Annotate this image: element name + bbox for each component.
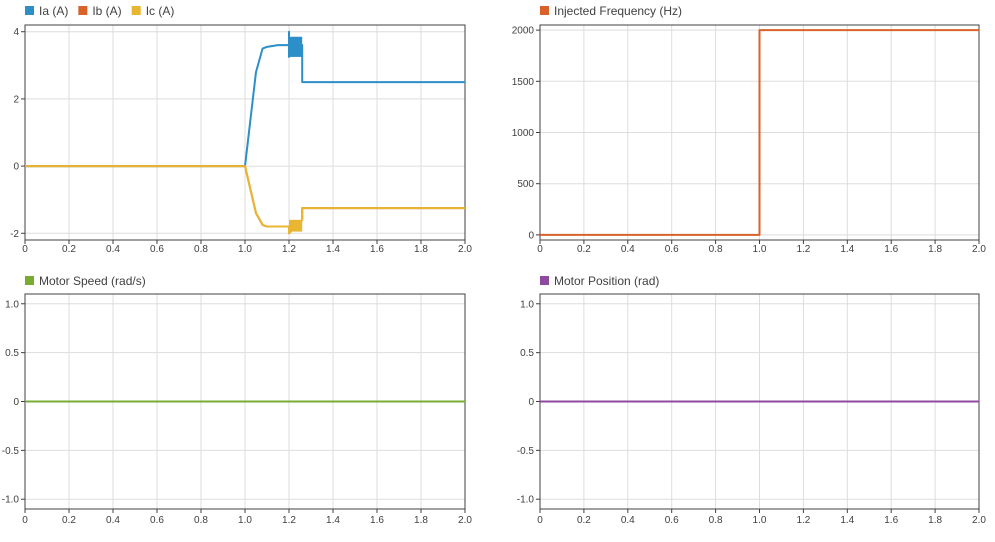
y-tick-label: -2 <box>10 229 19 240</box>
x-tick-label: 1.6 <box>884 244 898 255</box>
y-tick-label: -0.5 <box>517 446 535 457</box>
x-tick-label: 0.8 <box>709 515 723 526</box>
y-tick-label: 1.0 <box>5 299 19 310</box>
legend-entry[interactable]: Ib (A) <box>78 4 122 18</box>
legend-entry[interactable]: Motor Position (rad) <box>540 274 659 288</box>
y-tick-label: 1500 <box>512 77 535 88</box>
y-tick-label: -1.0 <box>517 495 535 506</box>
x-tick-label: 1.6 <box>370 515 384 526</box>
x-tick-label: 1.2 <box>796 244 810 255</box>
y-tick-label: -0.5 <box>2 446 20 457</box>
x-tick-label: 0 <box>22 515 28 526</box>
legend-label: Motor Position (rad) <box>554 274 659 288</box>
x-tick-label: 1.4 <box>326 515 340 526</box>
legend-swatch <box>78 6 88 15</box>
x-tick-label: 1.0 <box>753 515 767 526</box>
chart-phase-currents: 0 0.2 0.4 0.6 0.8 1.0 1.2 1.4 1.6 1.8 2.0 4 2 0 -2 Ia (… <box>0 0 497 268</box>
x-tick-label: 0.2 <box>577 244 591 255</box>
x-tick-label: 0.2 <box>62 244 76 255</box>
x-tick-label: 0.6 <box>150 515 164 526</box>
x-tick-label: 1.2 <box>282 244 296 255</box>
legend-swatch <box>540 276 549 285</box>
chart-motor-position-svg: 0 0.2 0.4 0.6 0.8 1.0 1.2 1.4 1.6 1.8 2.0 1.0 0.5 0 -0… <box>517 274 987 526</box>
x-tick-label: 1.8 <box>414 244 428 255</box>
legend-label: Ib (A) <box>92 4 121 18</box>
x-tick-label: 1.0 <box>753 244 767 255</box>
x-tick-label: 0.4 <box>106 515 120 526</box>
y-tick-label: 0 <box>528 397 534 408</box>
y-tick-label: 0 <box>528 230 534 241</box>
legend-label: Injected Frequency (Hz) <box>554 4 682 18</box>
chart-motor-position: 0 0.2 0.4 0.6 0.8 1.0 1.2 1.4 1.6 1.8 2.0 1.0 0.5 0 -0… <box>497 268 995 537</box>
x-tick-label: 0 <box>537 515 543 526</box>
x-tick-label: 0.6 <box>665 515 679 526</box>
legend-swatch <box>25 276 34 285</box>
x-tick-label: 0.6 <box>150 244 164 255</box>
chart-injected-frequency: 0 0.2 0.4 0.6 0.8 1.0 1.2 1.4 1.6 1.8 2.0 2000 1500 1… <box>497 0 995 268</box>
x-tick-label: 1.2 <box>282 515 296 526</box>
y-tick-label: 4 <box>13 27 19 38</box>
legend-label: Ic (A) <box>146 4 175 18</box>
chart-motor-speed-svg: 0 0.2 0.4 0.6 0.8 1.0 1.2 1.4 1.6 1.8 2.0 1.0 0.5 0 -0… <box>2 274 473 526</box>
x-tick-label: 1.6 <box>884 515 898 526</box>
x-tick-label: 1.0 <box>238 244 252 255</box>
x-tick-label: 0.6 <box>665 244 679 255</box>
x-tick-label: 1.4 <box>840 244 854 255</box>
legend-swatch <box>131 6 141 15</box>
y-tick-label: 500 <box>517 179 534 190</box>
x-tick-label: 0 <box>537 244 543 255</box>
chart-motor-speed: 0 0.2 0.4 0.6 0.8 1.0 1.2 1.4 1.6 1.8 2.0 1.0 0.5 0 -0… <box>0 268 497 537</box>
legend-swatch <box>25 6 34 15</box>
y-tick-label: 1000 <box>512 128 535 139</box>
series-line-injected-frequency-hz <box>540 29 979 236</box>
legend-entry[interactable]: Ic (A) <box>131 4 175 18</box>
x-tick-label: 1.8 <box>414 515 428 526</box>
x-tick-label: 0.8 <box>194 515 208 526</box>
legend-swatch <box>540 6 549 15</box>
legend-label: Motor Speed (rad/s) <box>39 274 146 288</box>
x-tick-label: 1.8 <box>928 515 942 526</box>
x-tick-label: 0.4 <box>621 244 635 255</box>
x-tick-label: 0.8 <box>709 244 723 255</box>
y-tick-label: 0.5 <box>520 348 534 359</box>
y-tick-label: 0 <box>13 162 19 173</box>
x-tick-label: 1.2 <box>796 515 810 526</box>
legend-entry[interactable]: Motor Speed (rad/s) <box>25 274 146 288</box>
series-group <box>540 29 979 236</box>
x-tick-label: 1.8 <box>928 244 942 255</box>
oscillation-band <box>289 219 303 232</box>
x-tick-label: 1.0 <box>238 515 252 526</box>
chart-injected-frequency-svg: 0 0.2 0.4 0.6 0.8 1.0 1.2 1.4 1.6 1.8 2.0 2000 1500 1… <box>512 4 987 255</box>
y-tick-label: 0 <box>13 397 19 408</box>
x-tick-label: 0.8 <box>194 244 208 255</box>
series-group <box>25 30 465 235</box>
x-tick-label: 1.4 <box>326 244 340 255</box>
x-tick-label: 2.0 <box>972 515 986 526</box>
x-tick-label: 2.0 <box>972 244 986 255</box>
y-tick-label: 2000 <box>512 26 535 37</box>
series-line-ic-a <box>25 165 465 235</box>
y-tick-label: 2 <box>13 94 19 105</box>
x-tick-label: 1.6 <box>370 244 384 255</box>
x-tick-label: 0.2 <box>62 515 76 526</box>
y-tick-label: 0.5 <box>5 348 19 359</box>
legend-label: Ia (A) <box>39 4 68 18</box>
legend-entry[interactable]: Injected Frequency (Hz) <box>540 4 682 18</box>
y-tick-label: 1.0 <box>520 299 534 310</box>
x-tick-label: 0.2 <box>577 515 591 526</box>
x-tick-label: 0 <box>22 244 28 255</box>
legend-entry[interactable]: Ia (A) <box>25 4 68 18</box>
y-tick-label: -1.0 <box>2 495 20 506</box>
oscillation-band <box>289 36 303 57</box>
x-tick-label: 2.0 <box>458 244 472 255</box>
x-tick-label: 0.4 <box>106 244 120 255</box>
x-tick-label: 0.4 <box>621 515 635 526</box>
x-tick-label: 1.4 <box>840 515 854 526</box>
x-tick-label: 2.0 <box>458 515 472 526</box>
